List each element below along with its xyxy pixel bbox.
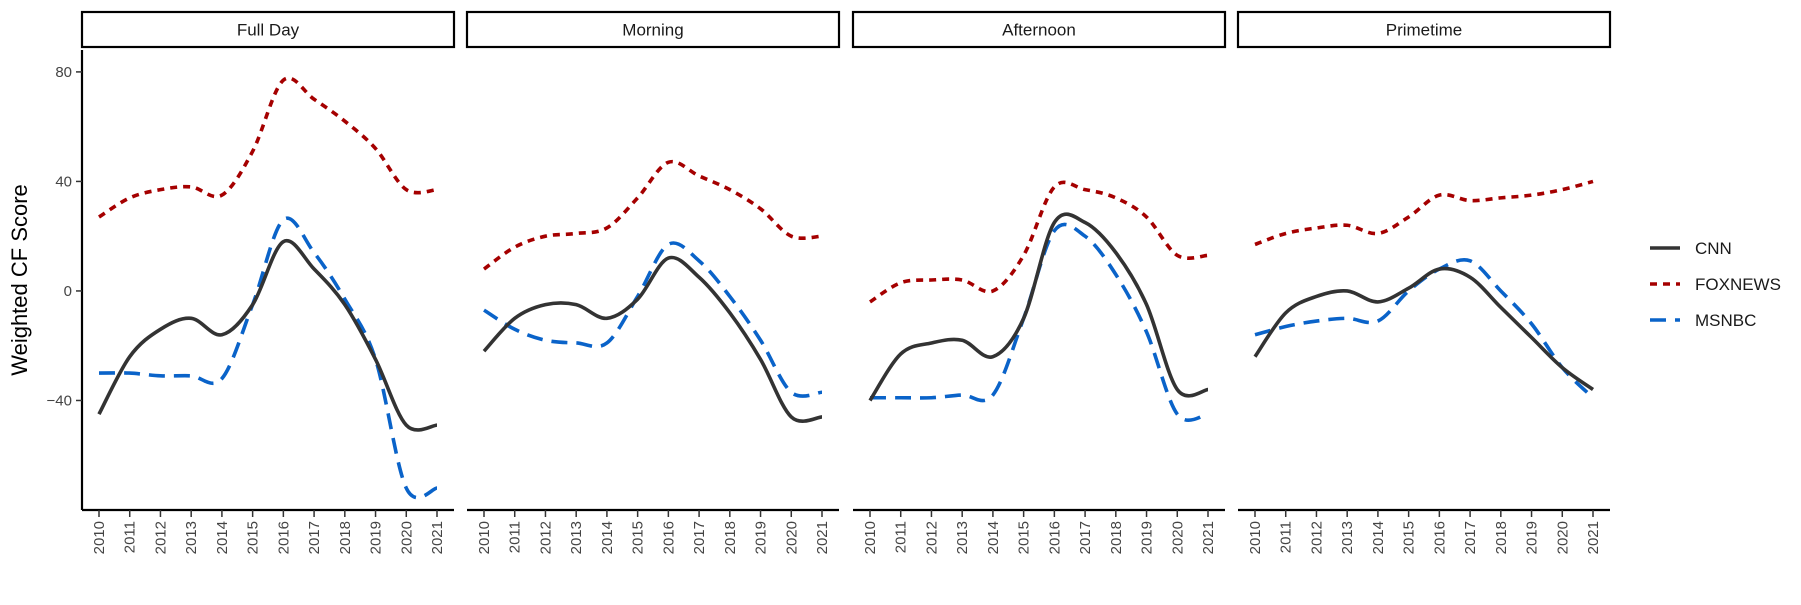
x-tick-label: 2019 [368, 521, 385, 554]
x-tick-label: 2019 [753, 521, 770, 554]
x-tick-label: 2011 [893, 521, 910, 553]
x-tick-label: 2021 [814, 521, 831, 554]
x-tick-label: 2010 [476, 521, 493, 554]
x-tick-label: 2017 [306, 521, 323, 554]
facet-strip [851, 10, 1227, 49]
facet-title: Morning [622, 21, 683, 40]
legend-label: MSNBC [1695, 311, 1756, 330]
series-line-msnbc [1254, 258, 1595, 400]
x-tick-label: 2011 [122, 521, 139, 553]
legend-item-msnbc: MSNBC [1650, 311, 1756, 330]
x-tick-label: 2018 [1108, 521, 1125, 554]
x-tick-label: 2016 [660, 521, 677, 554]
series-line-cnn [1253, 266, 1595, 391]
facet-panel-2: Afternoon 2010 2011 2012 2013 2014 2015 2016 201… [851, 10, 1227, 554]
x-tick-label: 2015 [630, 521, 647, 554]
x-tick-label: 2010 [91, 521, 108, 554]
facet-strip [1236, 10, 1612, 49]
x-tick-label: 2015 [1016, 521, 1033, 554]
x-tick-label: 2010 [1247, 521, 1264, 554]
facet-strip [465, 10, 841, 49]
y-tick-label: 80 [55, 64, 72, 81]
x-tick-label: 2013 [183, 521, 200, 554]
x-tick-label: 2019 [1139, 521, 1156, 554]
legend-label: FOXNEWS [1695, 275, 1781, 294]
x-tick-label: 2018 [722, 521, 739, 554]
x-tick-label: 2014 [599, 521, 616, 554]
x-tick-label: 2019 [1524, 521, 1541, 554]
x-tick-label: 2018 [337, 521, 354, 554]
x-tick-label: 2021 [1200, 521, 1217, 554]
x-tick-label: 2020 [1554, 521, 1571, 554]
x-tick-label: 2014 [1370, 521, 1387, 554]
x-tick-label: 2010 [862, 521, 879, 554]
x-tick-label: 2015 [1401, 521, 1418, 554]
x-tick-label: 2015 [245, 521, 262, 554]
facet-panel-3: Primetime 2010 2011 2012 2013 2014 2015 2016 201… [1236, 10, 1612, 554]
x-tick-label: 2018 [1493, 521, 1510, 554]
x-tick-label: 2016 [275, 521, 292, 554]
x-tick-label: 2011 [1278, 521, 1295, 553]
legend-label: CNN [1695, 239, 1732, 258]
x-tick-label: 2021 [429, 521, 446, 554]
x-tick-label: 2014 [985, 521, 1002, 554]
series-line-cnn [868, 212, 1209, 402]
series-line-msnbc [98, 216, 438, 500]
series-line-msnbc [483, 241, 823, 398]
x-tick-label: 2012 [152, 521, 169, 554]
facet-panel-1: Morning 2010 2011 2012 2013 2014 2015 2016 2017 2… [465, 10, 841, 554]
legend-item-cnn: CNN [1650, 239, 1732, 258]
series-line-foxnews [869, 180, 1209, 304]
y-tick-label: 0 [64, 283, 72, 300]
x-tick-label: 2011 [507, 521, 524, 553]
legend-item-foxnews: FOXNEWS [1650, 275, 1781, 294]
x-tick-label: 2020 [783, 521, 800, 554]
x-tick-label: 2017 [1462, 521, 1479, 554]
series-line-foxnews [482, 159, 823, 271]
x-tick-label: 2013 [1339, 521, 1356, 554]
x-tick-label: 2014 [214, 521, 231, 554]
facet-title: Afternoon [1002, 21, 1076, 40]
x-tick-label: 2012 [923, 521, 940, 554]
facet-title: Full Day [237, 21, 300, 40]
series-line-cnn [482, 255, 823, 423]
series-line-foxnews [1254, 179, 1594, 247]
x-tick-label: 2017 [691, 521, 708, 554]
facet-title: Primetime [1386, 21, 1463, 40]
x-tick-label: 2020 [1169, 521, 1186, 554]
x-tick-label: 2021 [1585, 521, 1602, 554]
x-tick-label: 2013 [568, 521, 585, 554]
x-tick-label: 2013 [954, 521, 971, 554]
x-tick-label: 2016 [1431, 521, 1448, 554]
x-tick-label: 2020 [398, 521, 415, 554]
x-tick-label: 2012 [537, 521, 554, 554]
y-axis-title: Weighted CF Score [7, 184, 32, 376]
x-tick-label: 2012 [1308, 521, 1325, 554]
series-line-msnbc [870, 222, 1209, 422]
y-tick-label: 40 [55, 173, 72, 190]
facet-panel-0: Full Day 2010 2011 2012 2013 2014 2015 2016 2017… [47, 10, 456, 554]
x-tick-label: 2016 [1046, 521, 1063, 554]
y-tick-label: −40 [47, 392, 72, 409]
facet-strip [80, 10, 456, 49]
series-line-cnn [97, 238, 438, 432]
series-line-foxnews [98, 76, 438, 219]
x-tick-label: 2017 [1077, 521, 1094, 554]
